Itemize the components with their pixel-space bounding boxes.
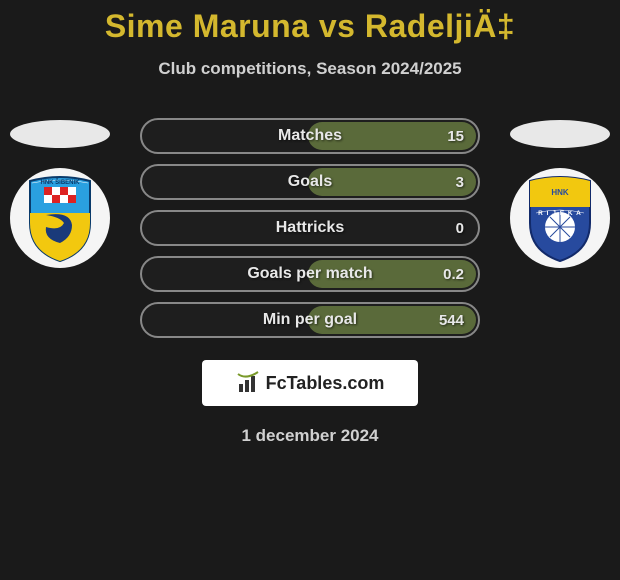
stat-value-right: 0.2 bbox=[443, 266, 464, 283]
stat-row: Goals per match 0.2 bbox=[140, 256, 480, 292]
player-ellipse-right bbox=[510, 120, 610, 148]
svg-text:R I J E K A: R I J E K A bbox=[538, 210, 582, 217]
comparison-card: Sime Maruna vs RadeljiÄ‡ Club competitio… bbox=[0, 0, 620, 580]
svg-text:HNK: HNK bbox=[551, 188, 569, 197]
left-team-crest: HNK ŠIBENIK bbox=[10, 168, 110, 268]
stat-value-right: 0 bbox=[456, 220, 464, 237]
bars-icon bbox=[236, 370, 262, 396]
player-ellipse-left bbox=[10, 120, 110, 148]
subtitle: Club competitions, Season 2024/2025 bbox=[0, 59, 620, 79]
stat-row: Hattricks 0 bbox=[140, 210, 480, 246]
stat-label: Hattricks bbox=[276, 219, 344, 237]
stat-value-right: 544 bbox=[439, 312, 464, 329]
stat-value-right: 15 bbox=[447, 128, 464, 145]
right-player-block: HNK R I J E K A bbox=[510, 120, 610, 268]
stat-row: Min per goal 544 bbox=[140, 302, 480, 338]
right-team-crest: HNK R I J E K A bbox=[510, 168, 610, 268]
stat-label: Goals per match bbox=[247, 265, 372, 283]
brand-text: FcTables.com bbox=[266, 373, 385, 394]
stat-row: Goals 3 bbox=[140, 164, 480, 200]
stat-label: Min per goal bbox=[263, 311, 357, 329]
stat-label: Goals bbox=[288, 173, 332, 191]
svg-text:HNK ŠIBENIK: HNK ŠIBENIK bbox=[40, 178, 80, 186]
date-label: 1 december 2024 bbox=[0, 426, 620, 446]
stat-label: Matches bbox=[278, 127, 342, 145]
stat-fill-right bbox=[308, 168, 476, 196]
page-title: Sime Maruna vs RadeljiÄ‡ bbox=[0, 0, 620, 45]
brand-box: FcTables.com bbox=[202, 360, 418, 406]
stats-list: Matches 15 Goals 3 Hattricks 0 Goals per match… bbox=[140, 118, 480, 348]
stat-value-right: 3 bbox=[456, 174, 464, 191]
sibenik-crest-icon: HNK ŠIBENIK bbox=[20, 173, 100, 263]
left-player-block: HNK ŠIBENIK bbox=[10, 120, 110, 268]
stat-row: Matches 15 bbox=[140, 118, 480, 154]
rijeka-crest-icon: HNK R I J E K A bbox=[520, 173, 600, 263]
